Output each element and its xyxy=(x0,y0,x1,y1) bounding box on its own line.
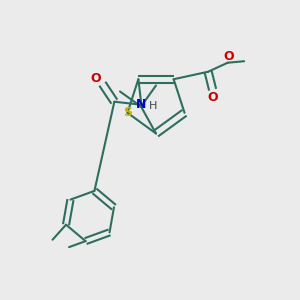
Text: S: S xyxy=(123,106,132,119)
Text: O: O xyxy=(91,72,101,85)
Text: O: O xyxy=(207,91,218,104)
Text: H: H xyxy=(149,100,158,111)
Text: O: O xyxy=(224,50,234,63)
Text: N: N xyxy=(136,98,147,111)
